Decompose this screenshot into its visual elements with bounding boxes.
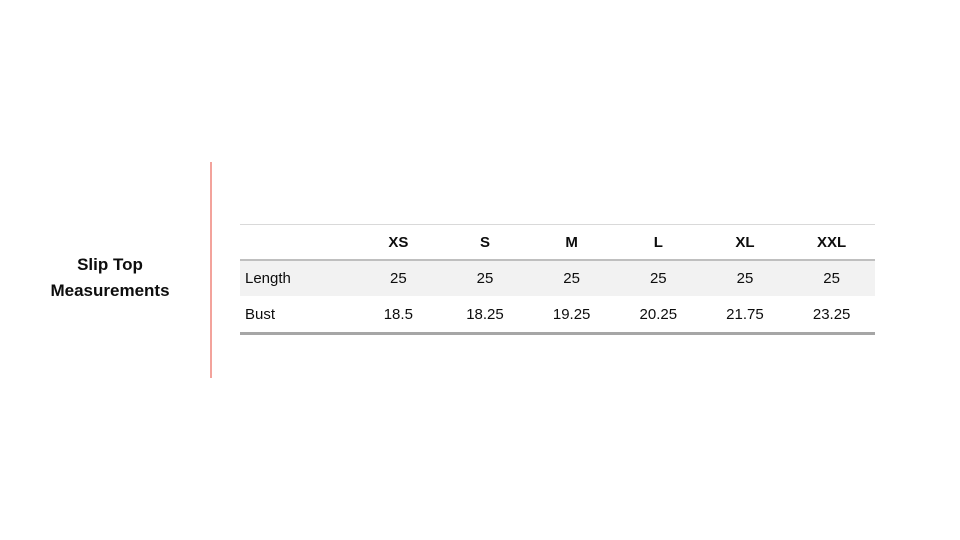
vertical-divider-line — [210, 162, 212, 378]
measurement-cell-length-xl: 25 — [736, 270, 754, 287]
slide-title-line-1: Slip Top — [77, 255, 143, 274]
measurement-cell-bust-xs: 18.5 — [355, 296, 442, 335]
measurement-cell-bust-l: 20.25 — [614, 296, 702, 335]
size-header-xl: XL — [701, 224, 789, 261]
measurement-cell-bust-xxl: 23.25 — [788, 296, 875, 335]
table-header-row: XS S M L XL XXL — [240, 224, 875, 261]
measurement-cell-length-l: 25 — [649, 270, 667, 287]
slide-title-line-2: Measurements — [50, 281, 170, 300]
measurement-cell-bust-xl: 21.75 — [701, 296, 789, 335]
measurement-cell-length-xxl: 25 — [823, 270, 840, 287]
measurement-cell-bust-s: 18.25 — [441, 296, 529, 335]
size-header-l: L — [614, 224, 702, 261]
size-header-xxl: XXL — [788, 224, 875, 261]
measurement-cell-length-m: 25 — [563, 270, 580, 287]
measurement-cell-bust-m: 19.25 — [528, 296, 615, 335]
table-row-length: Length 25 25 25 25 25 25 — [240, 260, 875, 296]
measurements-table: XS S M L XL XXL Length 25 25 25 25 25 25… — [240, 224, 875, 335]
size-header-m: M — [528, 224, 615, 261]
table-row-bust: Bust 18.5 18.25 19.25 20.25 21.75 23.25 — [240, 296, 875, 335]
measurement-cell-length-s: 25 — [476, 270, 494, 287]
row-label-bust: Bust — [240, 296, 355, 335]
corner-cell — [240, 224, 355, 261]
row-label-length: Length — [245, 270, 291, 287]
size-header-s: S — [441, 224, 529, 261]
measurement-cell-length-xs: 25 — [389, 270, 407, 287]
slide-title: Slip Top Measurements — [10, 252, 210, 304]
size-header-xs: XS — [355, 224, 442, 261]
